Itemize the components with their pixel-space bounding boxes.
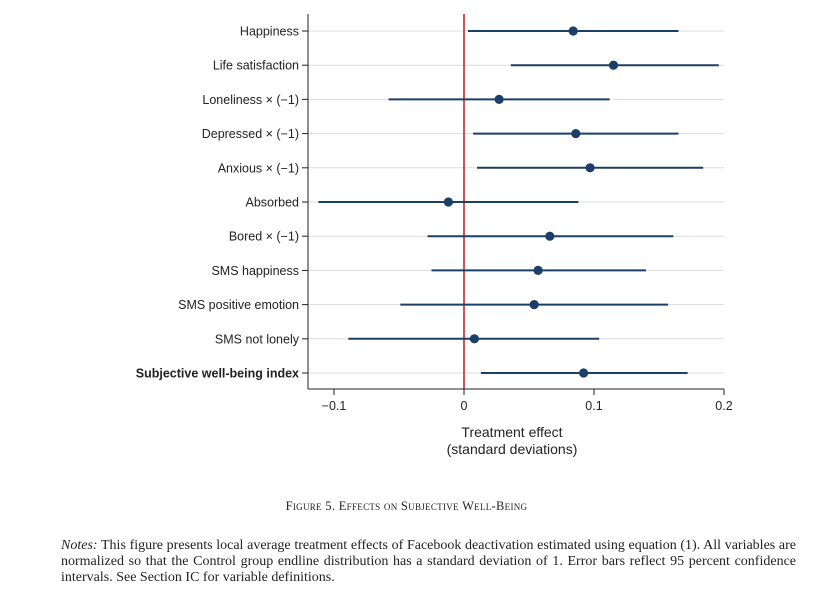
x-axis-title: Treatment effect (461, 424, 562, 440)
point-estimate (533, 265, 543, 275)
figure-title: Effects on Subjective Well-Being (338, 499, 528, 513)
point-estimate (608, 60, 619, 70)
x-tick-labels: −0.1 0 0.1 0.2 (322, 399, 733, 413)
notes-lead: Notes: (61, 538, 98, 553)
point-estimate (579, 368, 589, 378)
point-estimate (568, 26, 578, 36)
estimates-layer (318, 26, 719, 378)
category-label: Life satisfaction (213, 59, 299, 73)
point-estimate (571, 129, 581, 139)
point-estimate (545, 231, 555, 241)
axes (302, 14, 725, 395)
category-label: Subjective well-being index (136, 367, 299, 381)
category-label: Absorbed (245, 196, 299, 210)
figure-notes: Notes: This figure presents local averag… (61, 538, 796, 586)
notes-text: This figure presents local average treat… (61, 538, 797, 585)
x-tick-label: 0.2 (715, 399, 732, 413)
x-tick-label: 0 (461, 399, 468, 413)
coefficient-plot: Happiness Life satisfaction Loneliness × (… (136, 14, 733, 457)
category-label: Anxious × (−1) (218, 161, 299, 175)
x-tick-label: 0.1 (585, 399, 602, 413)
point-estimate (585, 163, 595, 173)
category-label: Loneliness × (−1) (202, 93, 299, 107)
point-estimate (469, 334, 479, 344)
category-label: Bored × (−1) (229, 230, 299, 244)
point-estimate (494, 94, 504, 104)
x-tick-label: −0.1 (322, 399, 347, 413)
point-estimate (529, 300, 539, 310)
figure-caption: Figure 5. Effects on Subjective Well-Bei… (0, 499, 813, 514)
point-estimate (443, 197, 453, 207)
category-label: SMS positive emotion (178, 298, 299, 312)
category-label: Happiness (240, 25, 299, 39)
figure-label: Figure 5. (285, 499, 336, 513)
category-label: SMS not lonely (215, 332, 300, 346)
category-labels: Happiness Life satisfaction Loneliness × (… (136, 25, 300, 381)
category-label: Depressed × (−1) (202, 127, 299, 141)
x-axis-subtitle: (standard deviations) (447, 441, 578, 457)
category-label: SMS happiness (211, 264, 299, 278)
